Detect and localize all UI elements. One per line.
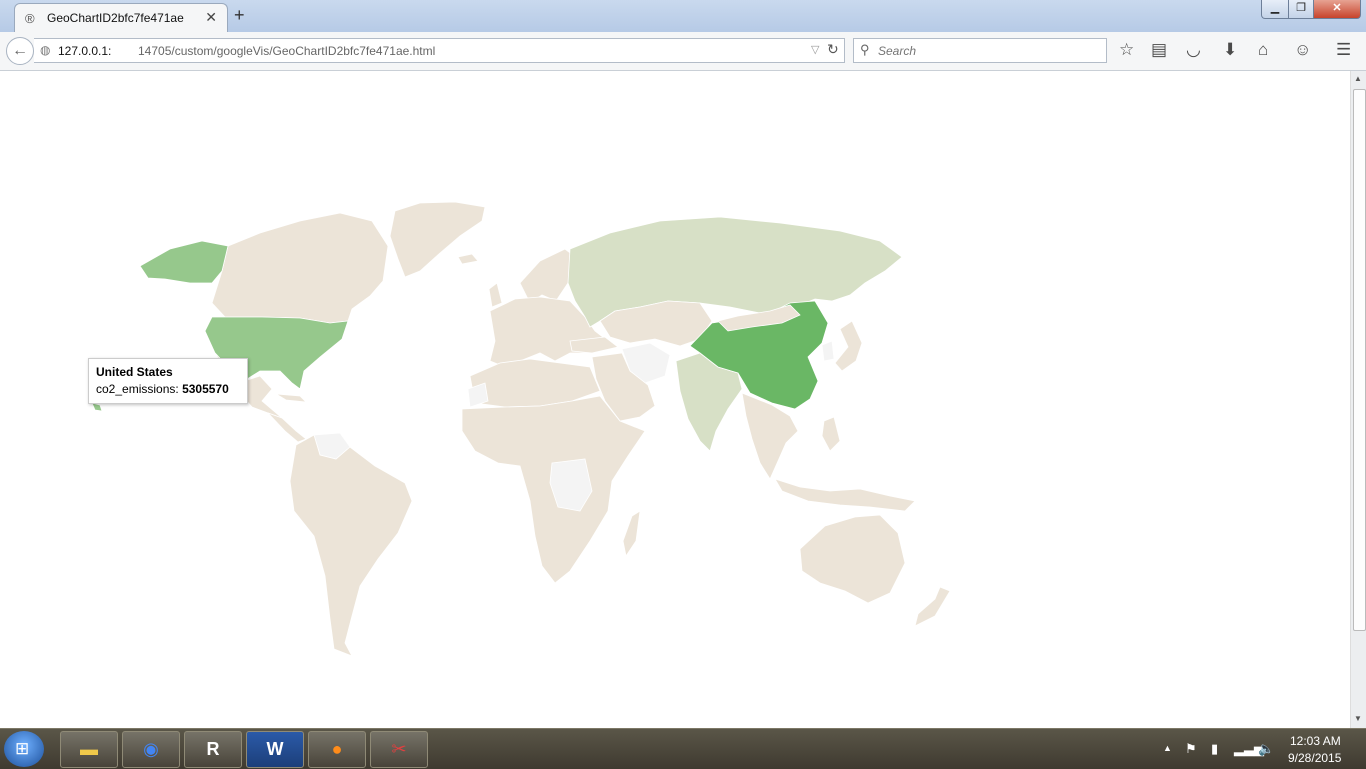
word-icon[interactable]: W <box>246 731 304 768</box>
menu-icon[interactable]: ☰ <box>1336 40 1352 59</box>
search-input[interactable] <box>876 42 1100 60</box>
region-philippines[interactable] <box>821 416 841 452</box>
chat-icon[interactable]: ☺ <box>1294 40 1312 59</box>
region-mongolia[interactable] <box>717 304 801 332</box>
region-united-kingdom[interactable] <box>488 282 503 308</box>
r-console-icon[interactable]: R <box>184 731 242 768</box>
page-content: United States co2_emissions: 5305570 <box>0 71 1350 728</box>
show-hidden-icons-icon[interactable]: ▲ <box>1163 743 1172 753</box>
region-turkey[interactable] <box>569 336 619 354</box>
clock-time[interactable]: 12:03 AM <box>1290 734 1341 748</box>
close-window-button[interactable]: ✕ <box>1313 0 1361 19</box>
map-tooltip: United States co2_emissions: 5305570 <box>88 358 248 404</box>
minimize-button[interactable]: ▁ <box>1261 0 1289 19</box>
tab-strip: ® GeoChartID2bfc7fe471ae ✕ + ▁ ❐ ✕ <box>0 0 1366 33</box>
region-canada[interactable] <box>211 212 389 324</box>
windows-logo-icon: ⊞ <box>15 739 30 758</box>
tab-active[interactable]: ® GeoChartID2bfc7fe471ae ✕ <box>14 3 228 33</box>
scroll-thumb[interactable] <box>1353 89 1366 631</box>
url-bar[interactable]: ◍ 127.0.0.1: 14705/custom/googleVis/GeoC… <box>34 38 845 63</box>
search-box[interactable]: ⚲ <box>853 38 1107 63</box>
tooltip-country: United States <box>96 365 173 379</box>
region-dr-congo[interactable] <box>549 458 593 512</box>
scroll-down-arrow-icon[interactable]: ▼ <box>1354 714 1362 723</box>
tooltip-metric: co2_emissions: 5305570 <box>96 382 229 396</box>
battery-icon[interactable]: ▮ <box>1211 741 1219 756</box>
region-central-america[interactable] <box>267 412 307 443</box>
region-korea[interactable] <box>821 340 835 362</box>
region-saudi-arabia[interactable] <box>591 352 656 422</box>
chrome-icon[interactable]: ◉ <box>122 731 180 768</box>
region-japan[interactable] <box>834 320 863 372</box>
region-indonesia[interactable] <box>774 478 916 512</box>
region-madagascar[interactable] <box>622 510 641 558</box>
action-center-flag-icon[interactable]: ⚑ <box>1185 741 1197 756</box>
region-cuba[interactable] <box>275 393 308 403</box>
history-dropdown-icon[interactable]: ▽ <box>811 44 820 56</box>
region-greenland[interactable] <box>389 201 486 278</box>
start-button[interactable]: ⊞ <box>4 731 44 767</box>
volume-icon[interactable]: 🔈 <box>1258 741 1275 756</box>
region-new-zealand[interactable] <box>914 586 951 627</box>
download-icon[interactable]: ⬇ <box>1223 40 1238 59</box>
close-tab-icon[interactable]: ✕ <box>205 9 217 25</box>
bookmark-star-icon[interactable]: ☆ <box>1119 40 1135 59</box>
r-logo-icon: ® <box>25 11 35 26</box>
url-path: 14705/custom/googleVis/GeoChartID2bfc7fe… <box>138 44 436 58</box>
globe-icon: ◍ <box>40 43 51 57</box>
region-southeast-asia[interactable] <box>741 392 799 480</box>
snipping-tool-icon[interactable]: ✂ <box>370 731 428 768</box>
tab-title: GeoChartID2bfc7fe471ae <box>47 11 184 25</box>
region-iceland[interactable] <box>457 253 479 265</box>
region-south-america[interactable] <box>289 434 413 657</box>
file-explorer-icon[interactable]: ▬ <box>60 731 118 768</box>
tooltip-metric-value: 5305570 <box>182 382 229 396</box>
scroll-up-arrow-icon[interactable]: ▲ <box>1354 74 1362 83</box>
home-icon[interactable]: ⌂ <box>1258 40 1269 59</box>
reload-icon[interactable]: ↻ <box>827 41 839 57</box>
taskbar: ⊞ ▬ ◉ R W ● ✂ ▲ ⚑ ▮ ▂▃▅ 🔈 12:03 AM 9/28/… <box>0 728 1366 769</box>
vertical-scrollbar[interactable]: ▲ ▼ <box>1350 71 1366 728</box>
new-tab-button[interactable]: + <box>234 5 245 25</box>
network-signal-icon[interactable]: ▂▃▅ <box>1234 741 1264 756</box>
region-north-africa[interactable] <box>469 358 601 408</box>
region-australia[interactable] <box>799 514 906 604</box>
tooltip-metric-label: co2_emissions: <box>96 382 179 396</box>
back-button[interactable]: ← <box>6 37 34 65</box>
region-algeria[interactable] <box>467 382 489 408</box>
region-hawaii[interactable] <box>91 402 103 412</box>
clock-date[interactable]: 9/28/2015 <box>1288 751 1342 765</box>
region-alaska[interactable] <box>139 240 229 284</box>
world-map <box>91 201 951 657</box>
url-host: 127.0.0.1: <box>58 44 112 58</box>
firefox-icon[interactable]: ● <box>308 731 366 768</box>
search-icon: ⚲ <box>860 42 870 57</box>
navigation-toolbar: ← ◍ 127.0.0.1: 14705/custom/googleVis/Ge… <box>0 32 1366 71</box>
pocket-icon[interactable]: ◡ <box>1186 40 1201 59</box>
reading-list-icon[interactable]: ▤ <box>1151 40 1168 59</box>
maximize-button[interactable]: ❐ <box>1288 0 1314 19</box>
